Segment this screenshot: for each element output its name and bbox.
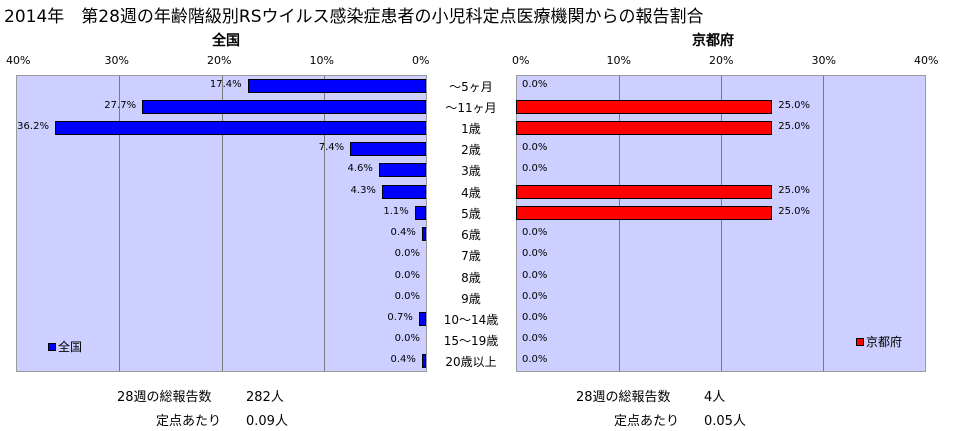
category-label: 1歳 bbox=[461, 122, 481, 137]
kyoto-data-label: 0.0% bbox=[522, 269, 548, 281]
national-total-label: 28週の総報告数 bbox=[117, 390, 212, 405]
kyoto-data-label: 25.0% bbox=[778, 99, 811, 111]
category-label: 15〜19歳 bbox=[443, 334, 499, 349]
kyoto-axis-tick-label: 40% bbox=[914, 54, 939, 67]
kyoto-bar bbox=[516, 184, 773, 199]
kyoto-gridline bbox=[721, 76, 722, 371]
national-bar bbox=[142, 99, 426, 114]
national-bar bbox=[421, 354, 426, 369]
national-legend-label: 全国 bbox=[58, 340, 83, 354]
kyoto-bar bbox=[516, 99, 773, 114]
national-data-label: 36.2% bbox=[17, 121, 49, 133]
national-gridline bbox=[323, 76, 325, 371]
national-data-label: 0.4% bbox=[390, 227, 416, 239]
national-bar bbox=[421, 227, 426, 242]
category-label: 5歳 bbox=[461, 206, 481, 221]
national-bar bbox=[381, 184, 426, 199]
kyoto-data-label: 25.0% bbox=[778, 205, 811, 217]
national-data-label: 0.0% bbox=[394, 248, 420, 260]
national-data-label: 4.3% bbox=[350, 184, 376, 196]
national-data-label: 27.7% bbox=[104, 99, 137, 111]
kyoto-panel-title: 京都府 bbox=[692, 33, 734, 49]
kyoto-axis-tick-label: 0% bbox=[512, 54, 530, 67]
kyoto-axis-tick-label: 20% bbox=[709, 54, 734, 67]
category-label: 7歳 bbox=[461, 249, 481, 264]
category-label: 20歳以上 bbox=[445, 355, 497, 370]
national-data-label: 4.6% bbox=[347, 163, 373, 175]
national-legend-swatch bbox=[48, 343, 56, 351]
national-bar bbox=[378, 163, 426, 178]
kyoto-legend-swatch bbox=[856, 338, 864, 346]
kyoto-per-label: 定点あたり bbox=[614, 414, 680, 429]
kyoto-data-label: 0.0% bbox=[522, 311, 548, 323]
category-label: 3歳 bbox=[461, 164, 481, 179]
category-label: 6歳 bbox=[461, 228, 481, 243]
kyoto-data-label: 25.0% bbox=[778, 184, 811, 196]
national-axis-tick-label: 20% bbox=[207, 54, 232, 67]
kyoto-data-label: 0.0% bbox=[522, 227, 548, 239]
category-label: 4歳 bbox=[461, 185, 481, 200]
category-label: 2歳 bbox=[461, 143, 481, 158]
kyoto-axis-tick-label: 10% bbox=[606, 54, 631, 67]
kyoto-data-label: 0.0% bbox=[522, 333, 548, 345]
kyoto-legend-label: 京都府 bbox=[866, 335, 903, 349]
kyoto-data-label: 0.0% bbox=[522, 78, 548, 90]
national-bar bbox=[247, 78, 426, 93]
kyoto-total-label: 28週の総報告数 bbox=[576, 390, 671, 405]
category-label: 〜5ヶ月 bbox=[449, 79, 493, 94]
kyoto-data-label: 25.0% bbox=[778, 121, 811, 133]
category-label: 9歳 bbox=[461, 291, 481, 306]
kyoto-bar bbox=[516, 121, 773, 136]
national-panel-title: 全国 bbox=[212, 33, 240, 49]
national-bar bbox=[414, 205, 426, 220]
national-bar bbox=[350, 142, 426, 157]
page-title: 2014年 第28週の年齢階級別RSウイルス感染症患者の小児科定点医療機関からの… bbox=[4, 7, 704, 27]
national-total-value: 282人 bbox=[246, 390, 284, 405]
kyoto-data-label: 0.0% bbox=[522, 354, 548, 366]
national-axis-tick-label: 0% bbox=[412, 54, 430, 67]
kyoto-per-value: 0.05人 bbox=[704, 414, 746, 429]
kyoto-data-label: 0.0% bbox=[522, 248, 548, 260]
kyoto-gridline bbox=[619, 76, 620, 371]
category-label: 8歳 bbox=[461, 270, 481, 285]
kyoto-data-label: 0.0% bbox=[522, 142, 548, 154]
national-bar bbox=[54, 121, 426, 136]
national-data-label: 0.0% bbox=[394, 333, 420, 345]
national-axis-tick-label: 10% bbox=[309, 54, 334, 67]
national-data-label: 1.1% bbox=[383, 205, 409, 217]
kyoto-bar bbox=[516, 205, 773, 220]
national-data-label: 0.4% bbox=[390, 354, 416, 366]
national-data-label: 0.0% bbox=[394, 269, 420, 281]
national-per-label: 定点あたり bbox=[156, 414, 222, 429]
national-per-value: 0.09人 bbox=[246, 414, 288, 429]
national-gridline bbox=[119, 76, 121, 371]
kyoto-total-value: 4人 bbox=[704, 390, 726, 405]
national-data-label: 7.4% bbox=[318, 142, 345, 154]
national-axis-tick-label: 40% bbox=[6, 54, 31, 67]
national-data-label: 0.0% bbox=[394, 290, 420, 302]
kyoto-data-label: 0.0% bbox=[522, 290, 548, 302]
kyoto-data-label: 0.0% bbox=[522, 163, 548, 175]
category-label: 10〜14歳 bbox=[443, 312, 499, 327]
national-data-label: 17.4% bbox=[209, 78, 242, 90]
national-bar bbox=[418, 311, 426, 326]
national-plot-area bbox=[16, 75, 427, 372]
kyoto-gridline bbox=[823, 76, 824, 371]
kyoto-axis-tick-label: 30% bbox=[811, 54, 836, 67]
national-data-label: 0.7% bbox=[387, 311, 413, 323]
category-label: 〜11ヶ月 bbox=[445, 100, 497, 115]
national-gridline bbox=[221, 76, 223, 371]
kyoto-plot-area bbox=[516, 75, 926, 372]
national-axis-tick-label: 30% bbox=[104, 54, 129, 67]
